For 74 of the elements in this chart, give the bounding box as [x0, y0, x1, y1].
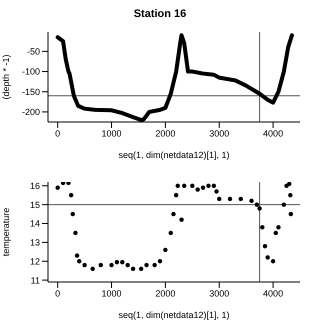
x-tick-label: 1000 [102, 288, 122, 298]
point [144, 262, 149, 268]
x-tick-label: 4000 [263, 128, 284, 138]
y-tick-label: -50 [26, 46, 40, 57]
point [282, 202, 286, 207]
y-axis-title: (depth * -1) [1, 54, 12, 100]
point [217, 196, 222, 202]
point [114, 260, 120, 264]
y-tick-label: 15 [30, 200, 40, 210]
point [98, 262, 103, 268]
point [74, 253, 80, 258]
x-tick-label: 0 [55, 128, 60, 138]
point [179, 218, 184, 222]
point [176, 184, 180, 188]
x-tick-label: 3000 [209, 128, 230, 138]
point [60, 182, 66, 186]
x-tick-label: 1000 [102, 128, 122, 138]
point [249, 198, 254, 204]
point [163, 248, 168, 252]
point [73, 230, 78, 236]
point [171, 212, 176, 216]
point [287, 182, 292, 186]
x-tick-label: 4000 [263, 288, 284, 298]
point [195, 187, 200, 192]
y-tick-label: -150 [22, 86, 40, 97]
point [168, 230, 173, 236]
x-tick-label: 0 [55, 288, 60, 298]
point [70, 212, 75, 216]
point [68, 193, 74, 198]
point [90, 266, 95, 271]
point [174, 193, 178, 198]
y-axis-title: temperature [1, 208, 12, 256]
y-tick-label: 13 [30, 238, 40, 248]
point [138, 266, 144, 271]
point [274, 230, 278, 236]
point [206, 184, 211, 188]
y-tick-label: 12 [30, 256, 40, 266]
point [55, 185, 60, 190]
point [120, 260, 125, 264]
x-axis-title: seq(1, dim(netdata12)[1], 1) [118, 310, 230, 320]
point [288, 212, 294, 216]
chart-title: Station 16 [132, 8, 188, 20]
point [190, 184, 195, 188]
point [265, 255, 270, 260]
point [130, 266, 136, 271]
point [260, 225, 265, 230]
point [182, 184, 186, 188]
point [200, 185, 206, 190]
point [228, 196, 232, 202]
point [66, 182, 71, 186]
point [262, 244, 268, 248]
point [212, 184, 216, 188]
y-tick-label: 16 [30, 180, 40, 191]
y-tick-label: 14 [30, 218, 40, 229]
point [77, 259, 82, 264]
y-tick-label: -100 [22, 66, 40, 77]
point [214, 189, 219, 194]
point [270, 259, 276, 264]
point [109, 262, 114, 268]
y-tick-label: -200 [22, 107, 40, 118]
point [254, 202, 260, 207]
x-tick-label: 3000 [209, 288, 230, 298]
y-tick-label: 11 [30, 275, 40, 286]
x-axis-title: seq(1, dim(netdata12)[1], 1) [118, 150, 230, 160]
point [276, 225, 281, 230]
point [82, 262, 87, 268]
point [158, 259, 162, 264]
point [288, 193, 293, 198]
point [152, 262, 157, 268]
point [257, 206, 262, 211]
x-tick-label: 2000 [155, 288, 176, 298]
x-tick-label: 2000 [155, 128, 176, 138]
point [238, 196, 243, 202]
point [125, 262, 130, 268]
